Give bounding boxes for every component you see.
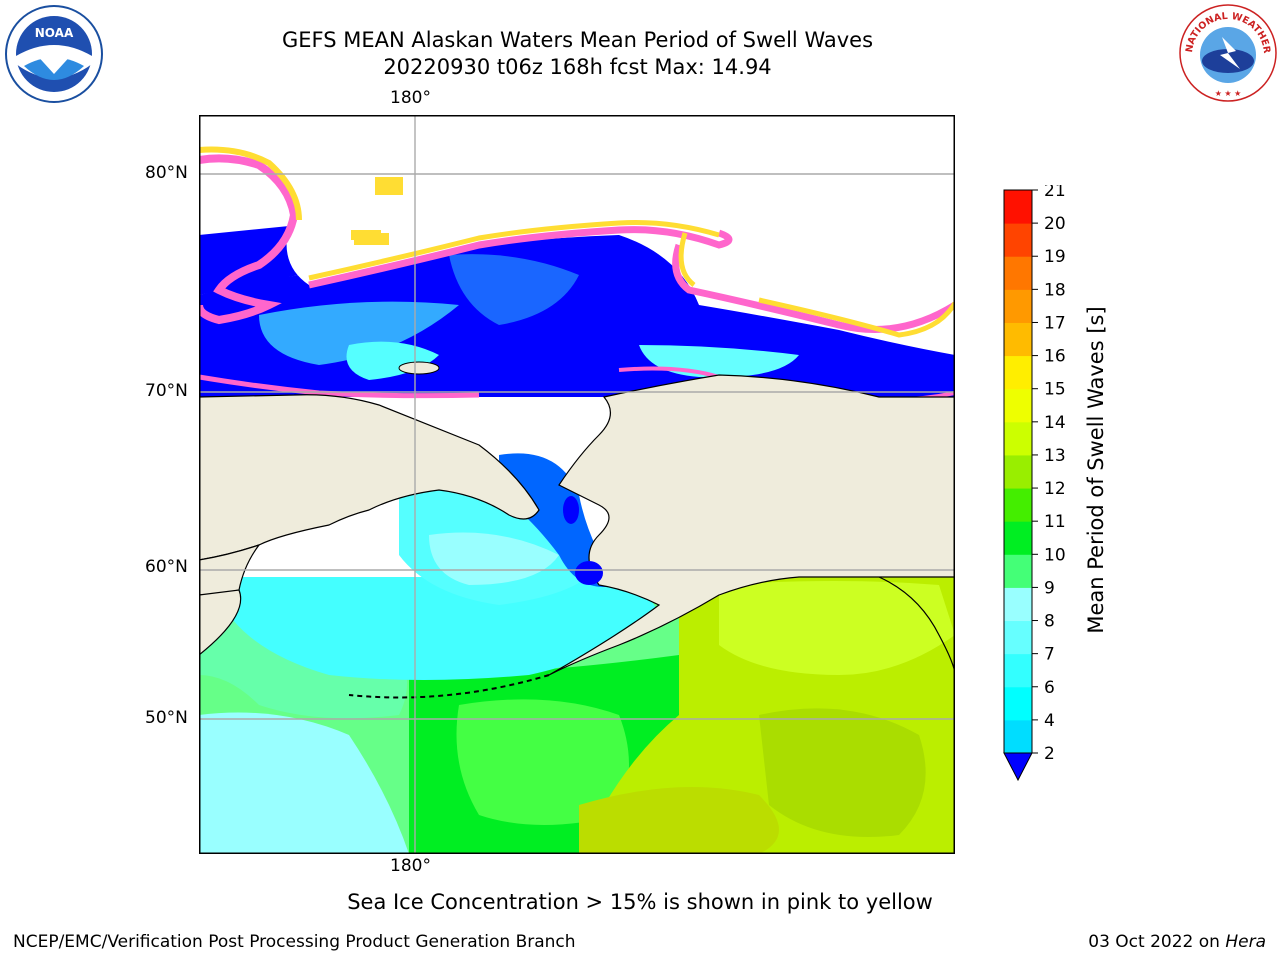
- colorbar-band: [1004, 686, 1032, 721]
- colorbar-band: [1004, 454, 1032, 489]
- swell-period-map: [199, 115, 955, 854]
- svg-text:★ ★ ★: ★ ★ ★: [1215, 89, 1242, 98]
- colorbar-tick-label: 20: [1044, 214, 1066, 234]
- colorbar-label: Mean Period of Swell Waves [s]: [1084, 306, 1108, 634]
- footer-branch: NCEP/EMC/Verification Post Processing Pr…: [13, 932, 576, 952]
- colorbar-band: [1004, 421, 1032, 456]
- colorbar-tick-label: 4: [1044, 711, 1055, 731]
- colorbar-tick-label: 17: [1044, 313, 1066, 333]
- map-border: [199, 115, 955, 854]
- colorbar-tick-label: 10: [1044, 545, 1066, 565]
- colorbar-extend-triangle: [1003, 752, 1033, 782]
- wrangel-island: [398, 361, 440, 375]
- lon-label-bottom: 180°: [390, 856, 431, 876]
- sea-ice-caption: Sea Ice Concentration > 15% is shown in …: [347, 890, 933, 914]
- colorbar-tick-label: 11: [1044, 512, 1066, 532]
- colorbar-border: [1003, 189, 1033, 754]
- alaska-land: [548, 374, 955, 676]
- lat-label-80: 80°N: [145, 163, 188, 183]
- colorbar-band: [1004, 488, 1032, 522]
- colorbar-tick-label: 13: [1044, 446, 1066, 466]
- footer-host: Hera: [1225, 932, 1266, 952]
- colorbar-band: [1004, 289, 1032, 323]
- colorbar-tick-label: 8: [1044, 612, 1055, 632]
- footer-date: 03 Oct 2022 on Hera: [1088, 932, 1266, 952]
- noaa-logo: NOAA: [5, 5, 103, 103]
- nws-logo: NATIONAL WEATHER SERVICE ★ ★ ★: [1178, 3, 1277, 102]
- lat-label-60: 60°N: [145, 557, 188, 577]
- colorbar-tick-label: 19: [1044, 247, 1066, 267]
- aleutian-islands: [348, 674, 550, 699]
- kamchatka-land: [199, 589, 242, 656]
- colorbar-band: [1004, 587, 1032, 622]
- colorbar-tick-label: 16: [1044, 347, 1066, 367]
- noaa-logo-text: NOAA: [35, 26, 74, 40]
- colorbar-band: [1004, 223, 1032, 257]
- colorbar-tick-label: 9: [1044, 578, 1055, 598]
- colorbar-tick-label: 18: [1044, 280, 1066, 300]
- colorbar-tick-label: 14: [1044, 413, 1066, 433]
- colorbar-tick-label: 6: [1044, 678, 1055, 698]
- title-line-1: GEFS MEAN Alaskan Waters Mean Period of …: [281, 28, 874, 52]
- colorbar-band: [1004, 719, 1032, 754]
- colorbar-band: [1004, 190, 1032, 224]
- colorbar-band: [1004, 256, 1032, 290]
- colorbar-tick-label: 7: [1044, 645, 1055, 665]
- lat-label-70: 70°N: [145, 381, 188, 401]
- colorbar-tick-label: 21: [1044, 185, 1066, 201]
- colorbar-tick-label: 15: [1044, 380, 1066, 400]
- colorbar-band: [1004, 388, 1032, 423]
- title-line-2: 20220930 t06z 168h fcst Max: 14.94: [383, 55, 772, 79]
- colorbar-band: [1004, 620, 1032, 655]
- lat-label-50: 50°N: [145, 708, 188, 728]
- graticule: [199, 115, 955, 854]
- colorbar: 2 4 6 7 8 9 10 11 12 13 14 15 16 17 18 19 20 21: [1003, 185, 1066, 782]
- colorbar-band: [1004, 355, 1032, 390]
- colorbar-band: [1004, 322, 1032, 357]
- colorbar-band: [1004, 653, 1032, 688]
- colorbar-tick-label: 2: [1044, 744, 1055, 764]
- footer-date-text: 03 Oct 2022 on: [1088, 932, 1220, 952]
- chukotka-land: [199, 394, 540, 561]
- lon-label-top: 180°: [390, 88, 431, 108]
- colorbar-tick-label: 12: [1044, 479, 1066, 499]
- colorbar-band: [1004, 521, 1032, 555]
- colorbar-band: [1004, 554, 1032, 588]
